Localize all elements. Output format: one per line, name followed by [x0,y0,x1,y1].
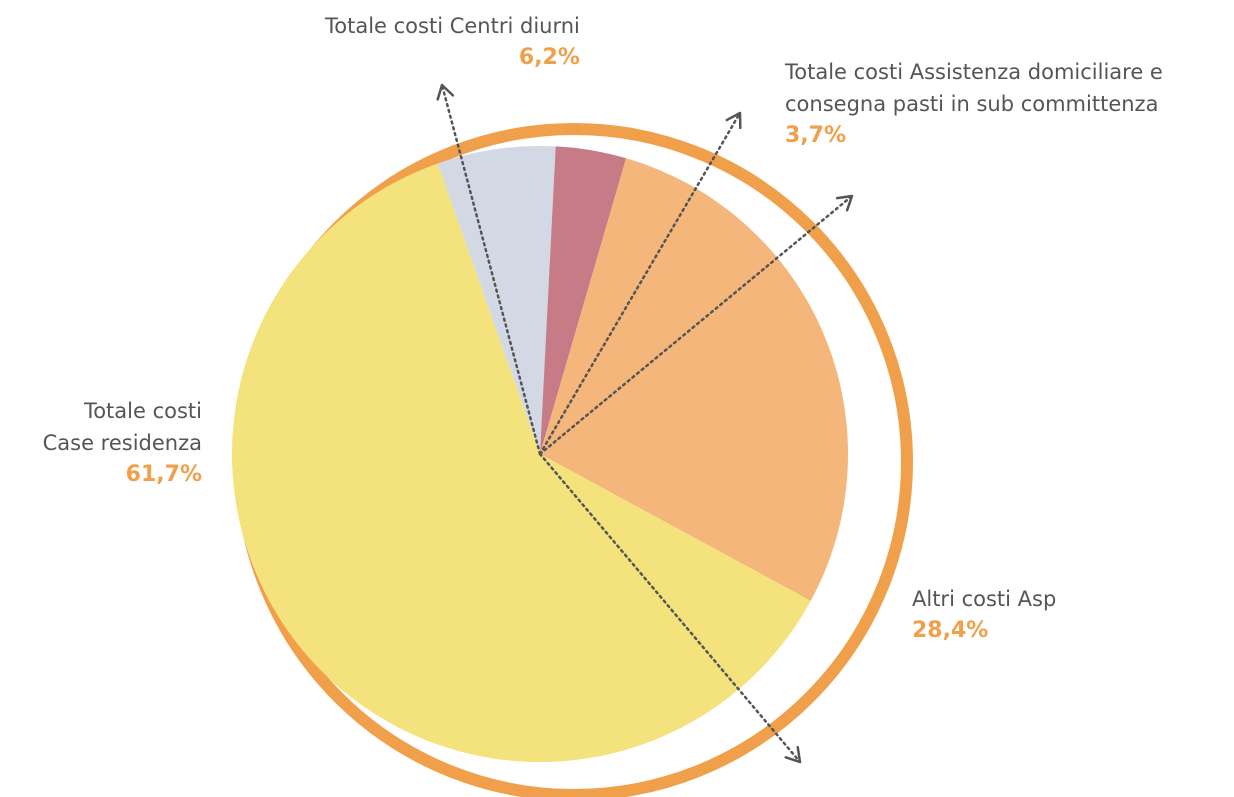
label-case-residenza-value: 61,7% [125,462,202,487]
label-case-residenza: Totale costi Case residenza 61,7% [43,395,202,491]
slice-altri-costi [540,158,848,601]
pointer-centri-diurni [436,83,542,456]
pointer-altri-costi [538,194,854,456]
label-assistenza-value: 3,7% [785,123,847,148]
label-centri-diurni-value: 6,2% [518,45,580,70]
label-assistenza-line-2: consegna pasti in sub committenza [785,92,1159,116]
label-centri-diurni-name: Totale costi Centri diurni [325,14,580,38]
label-case-residenza-line-2: Case residenza [42,431,202,455]
pointer-case-residenza [538,452,802,764]
slice-case-residenza [232,163,811,762]
slice-centri-diurni [437,146,556,454]
label-assistenza-line-1: Totale costi Assistenza domiciliare e [785,60,1163,84]
label-altri-costi: Altri costi Asp 28,4% [912,583,1056,647]
slice-assistenza-domiciliare [540,146,627,454]
label-altri-costi-name: Altri costi Asp [912,587,1057,611]
label-centri-diurni: Totale costi Centri diurni 6,2% [325,10,580,74]
label-altri-costi-value: 28,4% [912,618,989,643]
label-assistenza-domiciliare: Totale costi Assistenza domiciliare e co… [785,56,1163,152]
label-case-residenza-line-1: Totale costi [83,399,202,423]
pointer-assistenza-domiciliare [538,111,742,456]
